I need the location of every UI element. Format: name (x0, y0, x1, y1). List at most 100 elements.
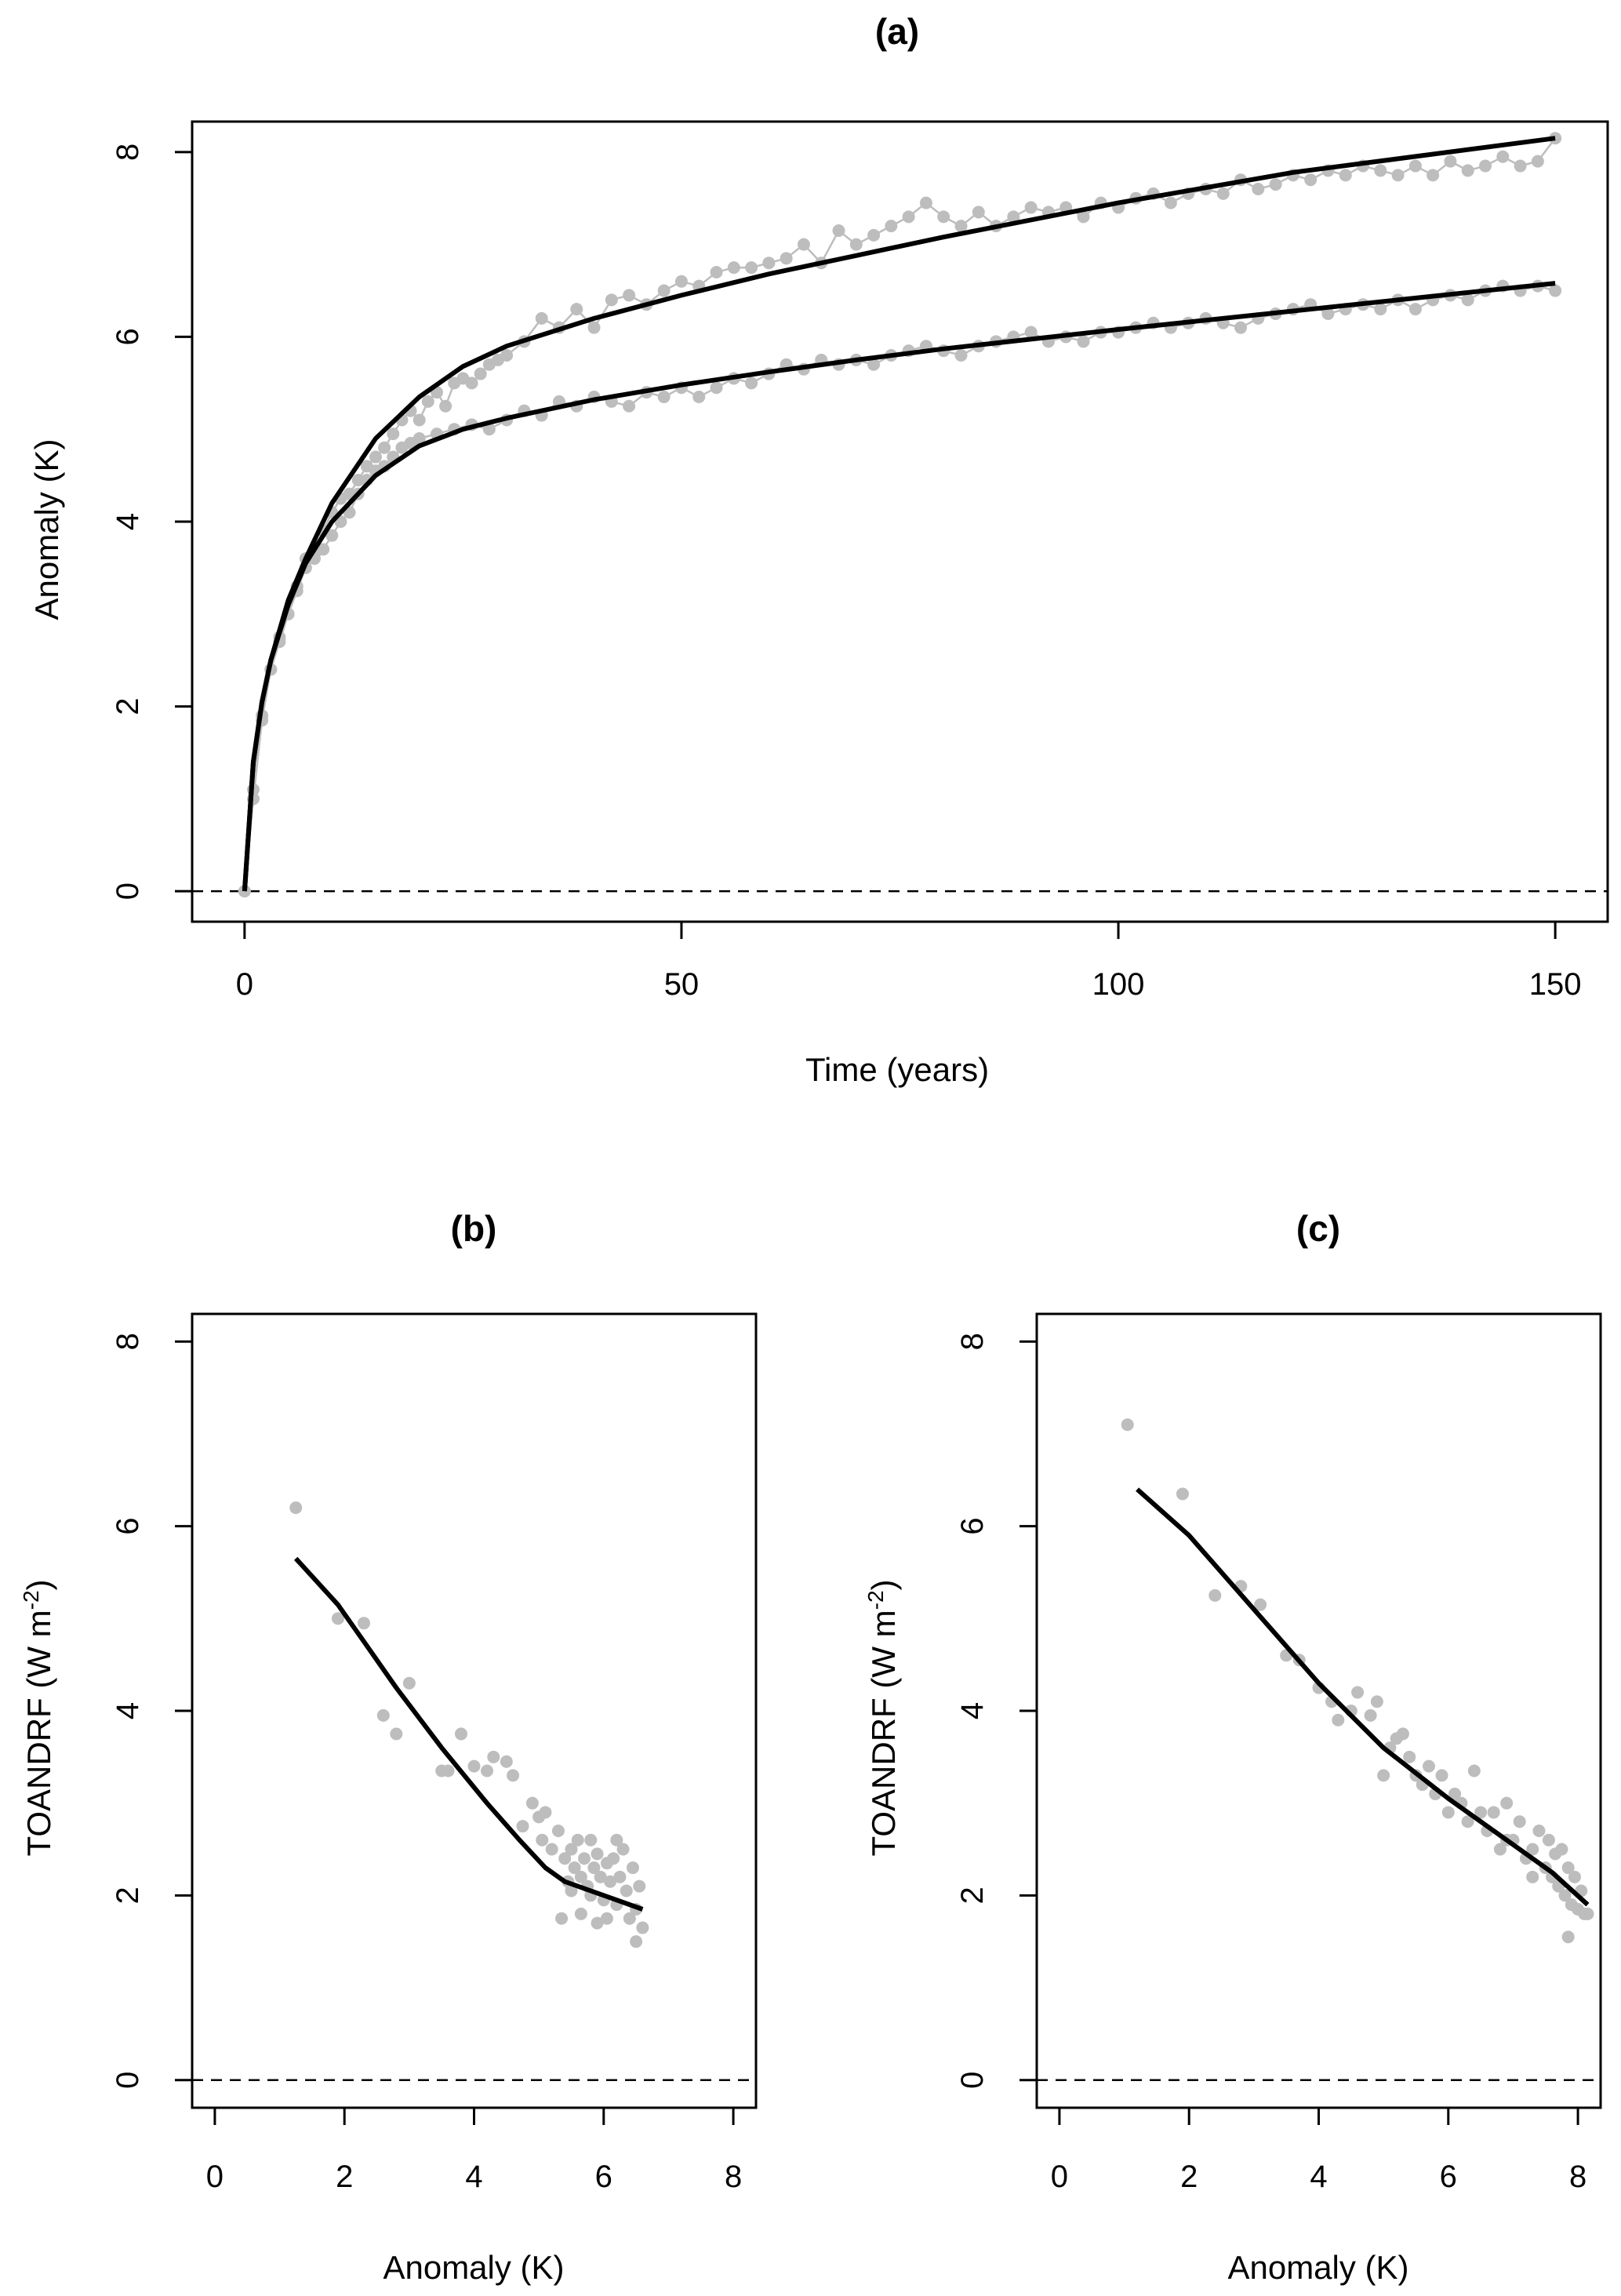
panel-a-series-lower-point (1408, 303, 1422, 316)
panel-c-scatter-point (1176, 1487, 1189, 1501)
panel-a-y-tick-label: 4 (111, 513, 145, 530)
panel-b-y-axis-label-close: ) (20, 1579, 57, 1590)
panel-c-scatter-point (1208, 1588, 1222, 1602)
panel-b-scatter-point (591, 1847, 604, 1861)
panel-b-x-tick-label: 0 (206, 2160, 224, 2194)
panel-a-series-upper-point (439, 399, 452, 413)
panel-b-scatter-point (607, 1852, 620, 1865)
panel-b-y-tick-label: 0 (111, 2072, 145, 2089)
panel-c-x-axis-label: Anomaly (K) (1227, 2249, 1408, 2286)
panel-a-series-lower-point (1077, 335, 1090, 348)
panel-c-scatter-point (1561, 1930, 1575, 1944)
panel-a-series-upper-point (535, 311, 548, 325)
panel-b-scatter-point (539, 1806, 552, 1819)
panel-a-series-lower-point (1024, 326, 1038, 339)
panel-c-scatter-point (1364, 1708, 1377, 1722)
panel-a-series-upper-point (727, 261, 740, 275)
panel-c-scatter-point (1532, 1824, 1546, 1837)
panel-c-scatter-point (1370, 1695, 1383, 1708)
panel-a-series-upper-point (762, 257, 776, 270)
panel-b-scatter-point (613, 1870, 627, 1883)
panel-c-scatter-point (1467, 1764, 1481, 1777)
panel-b-x-axis-label: Anomaly (K) (383, 2249, 564, 2286)
panel-b-y-axis-label-sup: -2 (19, 1590, 43, 1610)
panel-c-fit-line (1136, 1487, 1590, 1907)
panel-c-scatter-point (1422, 1759, 1435, 1773)
panel-b-y-axis-label-main: TOANDRF (W m (20, 1610, 57, 1856)
panel-b-scatter-point (467, 1759, 481, 1773)
panel-a-series-upper-point (1531, 155, 1544, 168)
panel-a-x-tick-label: 100 (1092, 967, 1145, 1002)
panel-a-series-upper-point (1024, 201, 1038, 214)
panel-a-title: (a) (875, 11, 919, 52)
panel-a-series-upper-point (1514, 159, 1527, 173)
panel-a-series-upper-point (1549, 132, 1562, 145)
panel-c-y-tick-label: 4 (955, 1702, 990, 1719)
panel-c-x-tick-label: 8 (1569, 2160, 1586, 2194)
panel-a-plot-frame (191, 120, 1609, 923)
panel-c-scatter: (c) Anomaly (K) TOANDRF (W m-2) 0 2 4 6 8 0 2 4… (863, 1208, 1602, 2286)
panel-a-series-upper-point (657, 284, 671, 297)
panel-b-scatter-point (623, 1912, 636, 1925)
panel-b-scatter-point (630, 1935, 643, 1949)
panel-b-scatter-point (616, 1843, 630, 1856)
panel-b-scatter-point (574, 1907, 587, 1920)
panel-c-scatter-point (1121, 1418, 1134, 1432)
panel-b-scatter-point (604, 1875, 617, 1888)
panel-a-series-upper-point (710, 265, 723, 278)
panel-a-series-upper-point (745, 261, 758, 275)
panel-b-scatter: (b) Anomaly (K) TOANDRF (W m-2) 0 2 4 6 8 0 2 4… (19, 1208, 758, 2286)
panel-c-y-tick-label: 2 (955, 1887, 990, 1904)
panel-c-scatter-point (1542, 1833, 1555, 1847)
panel-a-series-upper-point (500, 348, 514, 362)
panel-a-series-lower-point (1321, 307, 1335, 320)
panel-c-scatter-point (1558, 1889, 1572, 1902)
panel-b-scatter-point (545, 1843, 558, 1856)
panel-a-series-upper-point (832, 224, 845, 237)
panel-b-scatter-point (610, 1833, 623, 1847)
panel-c-scatter-point (1526, 1870, 1539, 1883)
panel-b-x-tick-label: 2 (336, 2160, 353, 2194)
panel-c-scatter-point (1461, 1815, 1474, 1828)
panel-c-y-axis-label: TOANDRF (W m-2) (863, 1579, 903, 1856)
panel-b-scatter-point (551, 1824, 565, 1837)
panel-b-scatter-point (594, 1870, 607, 1883)
panel-a-series-upper-point (885, 220, 898, 233)
panel-b-scatter-point (454, 1727, 467, 1741)
panel-a-series-lower-point (1549, 284, 1562, 297)
panel-a-y-tick-label: 6 (111, 328, 145, 345)
panel-c-scatter-point (1568, 1870, 1581, 1883)
panel-c-scatter-point (1254, 1598, 1267, 1611)
panel-a-series-upper-point (587, 321, 601, 334)
panel-a-series-upper-point (1077, 210, 1090, 224)
panel-c-y-axis-label-sup: -2 (863, 1590, 888, 1610)
panel-b-y-axis-label: TOANDRF (W m-2) (19, 1579, 58, 1856)
panel-b-scatter-point (331, 1612, 344, 1625)
panel-a-series-upper-point (421, 395, 434, 408)
panel-b-x-tick-label: 4 (465, 2160, 482, 2194)
panel-a-series-upper-point (570, 303, 583, 316)
panel-a-series-lower-fit-line (242, 281, 1556, 892)
panel-a-series-lower-point (1374, 303, 1387, 316)
panel-a-series-lower-point (692, 390, 706, 403)
panel-c-y-tick-label: 0 (955, 2072, 990, 2089)
panel-b-scatter-point (600, 1912, 613, 1925)
panel-b-y-tick-label: 4 (111, 1702, 145, 1719)
panel-a-series-upper-point (1339, 169, 1352, 182)
panel-b-x-tick-label: 6 (595, 2160, 612, 2194)
panel-c-scatter-point (1513, 1815, 1526, 1828)
panel-a-series-upper-point (1444, 155, 1457, 168)
panel-a-time-series: (a) Time (years) Anomaly (K) 0 50 100 150 0 2… (28, 11, 1609, 1088)
panel-a-x-tick-label: 150 (1529, 967, 1582, 1002)
panel-a-series-upper-point (674, 275, 688, 288)
panel-a-series-upper-point (902, 210, 915, 224)
panel-a-series-upper-point (849, 238, 863, 251)
panel-a-y-tick-label: 8 (111, 144, 145, 161)
panel-c-x-tick-label: 2 (1180, 2160, 1198, 2194)
panel-c-scatter-point (1332, 1713, 1345, 1727)
panel-a-series-upper-point (1461, 164, 1474, 177)
panel-a-series-upper-point (1427, 169, 1440, 182)
panel-b-scatter-point (587, 1861, 601, 1875)
panel-a-series-upper-point (1007, 210, 1020, 224)
